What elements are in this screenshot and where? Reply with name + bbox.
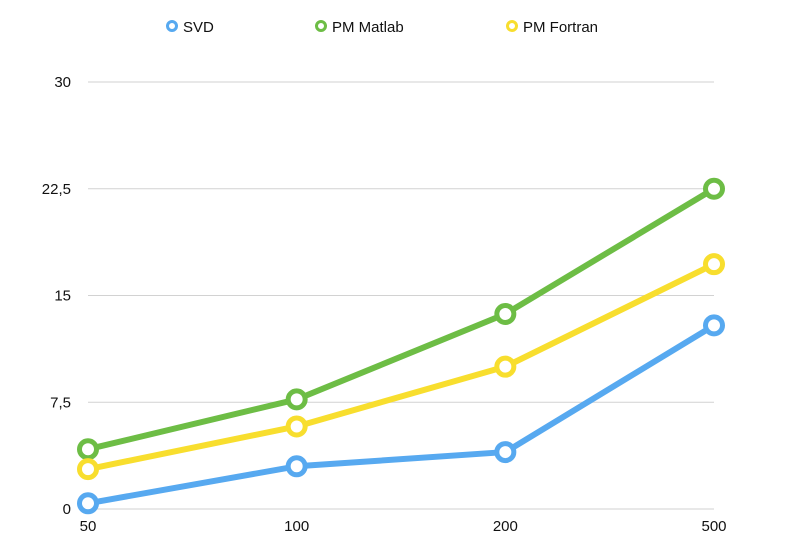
data-point-pm-matlab	[285, 388, 308, 411]
y-axis: 0 7,5 15 22,5 30	[42, 74, 71, 518]
x-tick-label: 200	[493, 518, 518, 535]
y-tick-label: 7,5	[50, 394, 71, 411]
y-tick-label: 22,5	[42, 181, 71, 198]
y-tick-label: 0	[63, 501, 71, 518]
x-tick-label: 100	[284, 518, 309, 535]
legend: SVD PM Matlab PM Fortran	[166, 19, 598, 36]
legend-marker	[506, 20, 518, 32]
legend-label: SVD	[183, 19, 214, 36]
data-point-pm-fortran	[494, 355, 517, 378]
data-point-svd	[494, 441, 517, 464]
data-point-pm-matlab	[494, 303, 517, 326]
legend-item-pm-fortran: PM Fortran	[506, 19, 598, 36]
x-axis: 50 100 200 500	[80, 518, 727, 535]
x-tick-label: 50	[80, 518, 97, 535]
series-pm-fortran	[77, 253, 725, 481]
legend-label: PM Fortran	[523, 19, 598, 36]
series-svd	[77, 314, 725, 515]
legend-marker	[315, 20, 327, 32]
legend-label: PM Matlab	[332, 19, 404, 36]
series-line-pm-matlab	[85, 185, 717, 453]
legend-item-svd: SVD	[166, 19, 214, 36]
gridlines	[88, 81, 714, 510]
data-point-svd	[285, 455, 308, 478]
data-point-pm-fortran	[77, 458, 99, 481]
data-point-pm-matlab	[703, 177, 725, 200]
series-line-pm-fortran	[85, 261, 717, 473]
legend-item-pm-matlab: PM Matlab	[315, 19, 404, 36]
x-tick-label: 500	[701, 518, 726, 535]
data-point-svd	[703, 314, 725, 337]
y-tick-label: 30	[54, 74, 71, 91]
data-point-pm-fortran	[703, 253, 725, 276]
series-line-svd	[85, 322, 717, 507]
series-pm-matlab	[77, 177, 725, 461]
data-point-pm-matlab	[77, 438, 99, 461]
series-layer	[77, 177, 725, 515]
data-point-svd	[77, 492, 99, 515]
data-point-pm-fortran	[285, 415, 308, 438]
y-tick-label: 15	[54, 288, 71, 305]
legend-marker	[166, 20, 178, 32]
